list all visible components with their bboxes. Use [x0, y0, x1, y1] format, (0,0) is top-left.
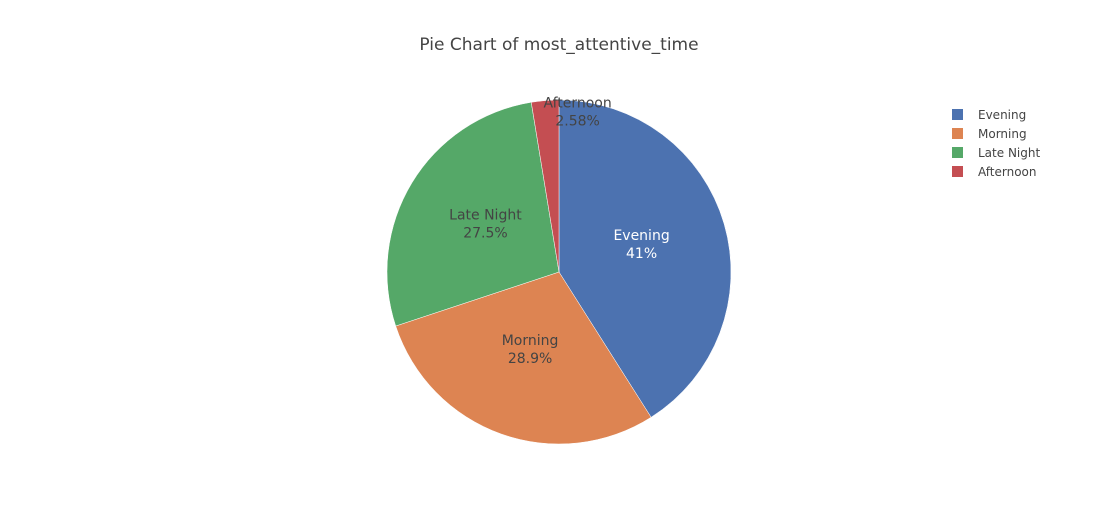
legend-item-afternoon[interactable]: Afternoon [952, 165, 1037, 179]
legend-item-morning[interactable]: Morning [952, 127, 1027, 141]
pie-slices [386, 99, 732, 445]
pie-slice-afternoon[interactable] [530, 99, 560, 273]
legend-item-late-night[interactable]: Late Night [952, 146, 1040, 160]
slice-percent-late-night: 27.5% [463, 225, 507, 241]
legend-label-morning: Morning [978, 127, 1027, 141]
legend-item-evening[interactable]: Evening [952, 108, 1026, 122]
legend: Evening Morning Late Night Afternoon [952, 108, 1040, 179]
legend-swatch-late-night [952, 147, 963, 158]
legend-label-late-night: Late Night [978, 146, 1040, 160]
slice-label-morning: Morning [502, 333, 559, 349]
legend-swatch-evening [952, 109, 963, 120]
legend-swatch-afternoon [952, 166, 963, 177]
slice-percent-morning: 28.9% [508, 351, 552, 367]
pie-slice-labels: Evening 41% Morning 28.9% Late Night 27.5% Aft… [449, 96, 670, 367]
slice-percent-afternoon: 2.58% [555, 114, 599, 130]
slice-label-afternoon: Afternoon [543, 96, 611, 112]
pie-slice-late-night[interactable] [386, 101, 560, 327]
pie-slice-morning[interactable] [395, 271, 652, 445]
pie-slice-evening[interactable] [558, 99, 732, 418]
legend-label-afternoon: Afternoon [978, 165, 1037, 179]
legend-swatch-morning [952, 128, 963, 139]
slice-label-late-night: Late Night [449, 207, 522, 223]
slice-label-evening: Evening [613, 228, 669, 244]
legend-label-evening: Evening [978, 108, 1026, 122]
slice-percent-evening: 41% [626, 246, 657, 262]
chart-title: Pie Chart of most_attentive_time [419, 35, 698, 55]
